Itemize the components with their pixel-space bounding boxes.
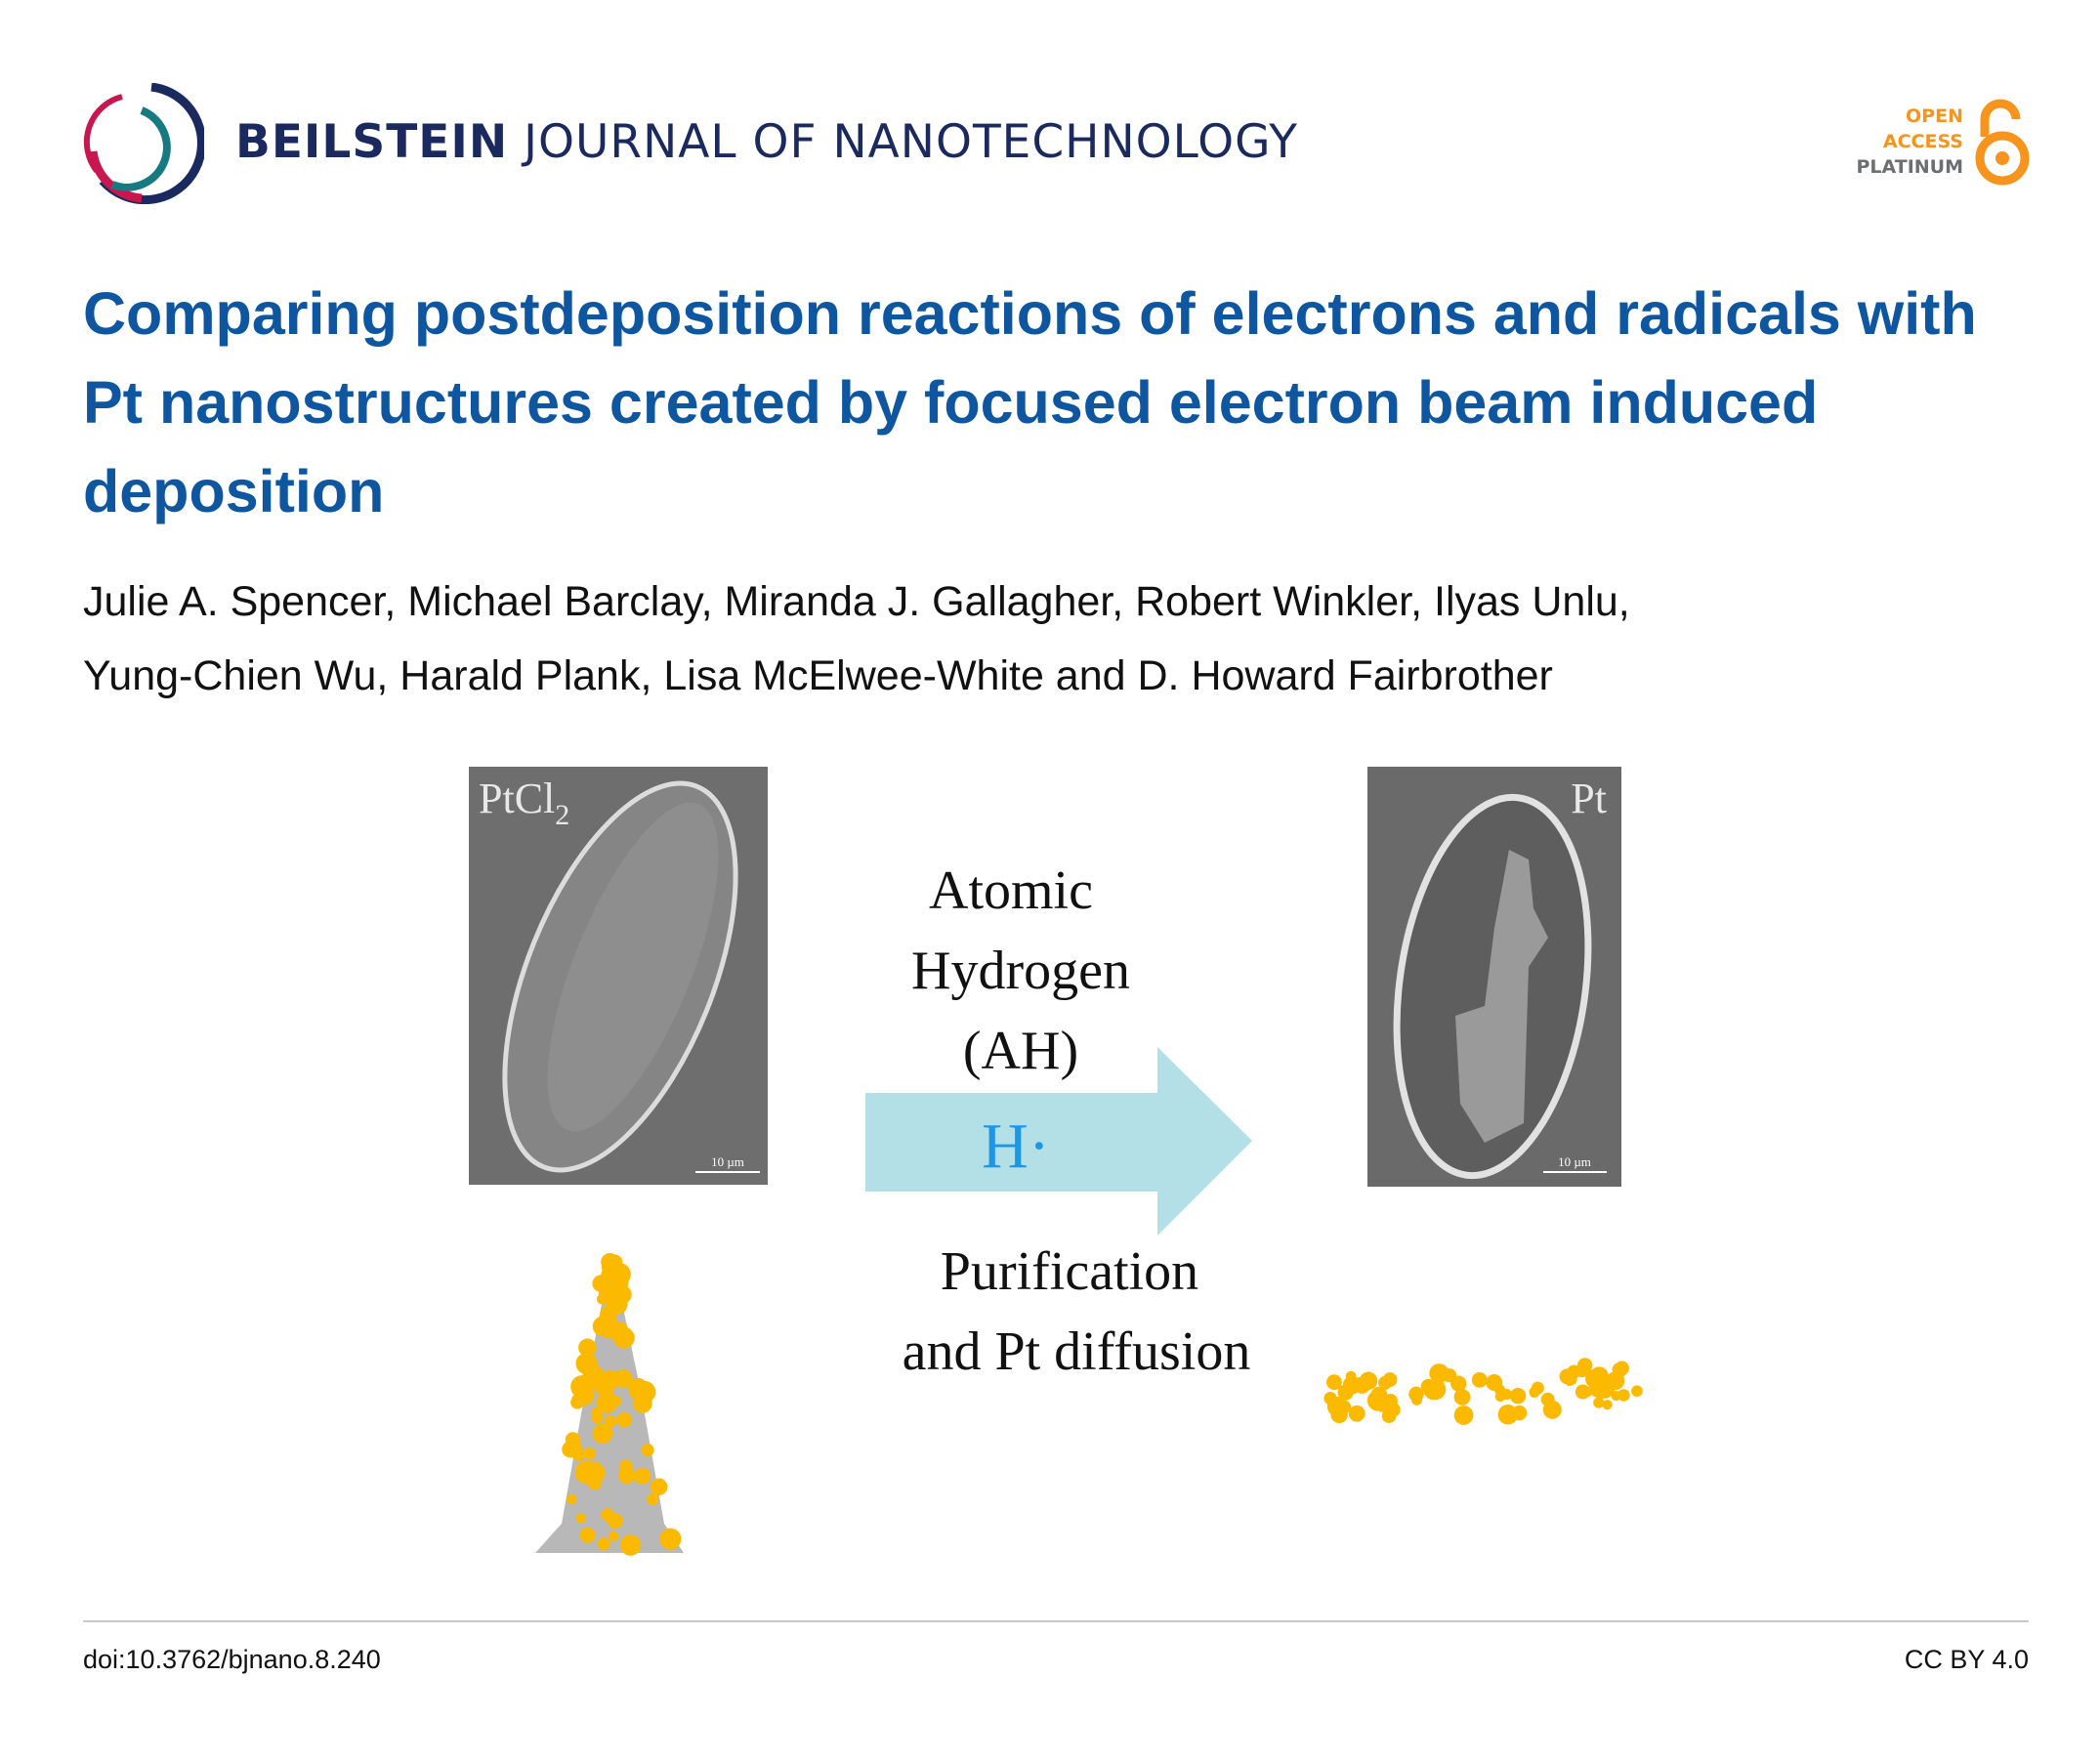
graphical-abstract: PtCl2 10 µm Pt 10 µm Atomic Hydrogen (AH… (469, 767, 1643, 1556)
hydrogen-radical-symbol: H· (982, 1110, 1050, 1182)
pt-particle (597, 1537, 610, 1551)
pt-particle (583, 1447, 596, 1460)
pt-particle (628, 1377, 649, 1399)
pt-particle (570, 1375, 594, 1399)
pt-particle (1340, 1383, 1355, 1398)
oa-line1: OPEN (1906, 105, 1963, 127)
arrow-text-line: Hydrogen (911, 941, 1130, 1001)
pt-particle (1509, 1388, 1527, 1404)
pt-particle (1575, 1384, 1591, 1400)
pt-particle (575, 1513, 587, 1524)
pt-particle (1615, 1361, 1629, 1376)
pt-particle (607, 1513, 623, 1530)
pt-particle (1602, 1400, 1613, 1410)
oa-line3: PLATINUM (1856, 156, 1963, 178)
below-text-line: and Pt diffusion (903, 1321, 1251, 1382)
journal-name: BEILSTEIN JOURNAL OF NANOTECHNOLOGY (235, 115, 1298, 169)
pt-particle (1593, 1397, 1605, 1408)
sem-image-ptcl2: PtCl2 10 µm (469, 767, 768, 1185)
pt-particle (1359, 1371, 1378, 1391)
pt-particle (1497, 1404, 1519, 1425)
deposit-cone (535, 1252, 684, 1556)
pt-particle (641, 1444, 654, 1457)
pt-particle (582, 1461, 606, 1485)
label-pt: Pt (1571, 775, 1607, 822)
pt-particle (612, 1284, 632, 1305)
authors-line: Yung-Chien Wu, Harald Plank, Lisa McElwe… (83, 652, 1553, 699)
pt-particle (650, 1478, 668, 1496)
pt-particle (608, 1530, 619, 1542)
open-access-badge: OPEN ACCESS PLATINUM (1836, 98, 2032, 190)
pt-particle (1531, 1381, 1544, 1395)
doi-text: doi:10.3762/bjnano.8.240 (83, 1645, 381, 1674)
oa-line2: ACCESS (1882, 131, 1963, 152)
scale-bar-left: 10 µm (711, 1154, 744, 1169)
pt-particle (591, 1406, 602, 1417)
below-text-line: Purification (941, 1241, 1198, 1302)
pt-particle (627, 1539, 641, 1552)
pt-particle (1375, 1399, 1389, 1412)
pt-particle (571, 1448, 585, 1462)
open-lock-icon (1975, 99, 2030, 186)
pt-particle (601, 1266, 617, 1283)
pt-particle (1453, 1389, 1471, 1405)
beilstein-logo-icon (83, 83, 204, 204)
pt-particle (1577, 1358, 1593, 1373)
pt-particle (592, 1316, 613, 1337)
pt-particle (1471, 1371, 1488, 1388)
pt-particle (612, 1326, 635, 1349)
arrow-text-line: Atomic (929, 860, 1093, 921)
pt-particle (1500, 1389, 1513, 1401)
pt-particle (579, 1527, 596, 1543)
pt-particle (592, 1423, 613, 1445)
pt-particle (1486, 1373, 1503, 1391)
authors-line: Julie A. Spencer, Michael Barclay, Miran… (83, 578, 1630, 625)
pt-particle (578, 1338, 597, 1357)
pt-particle (566, 1493, 577, 1505)
pt-particle (596, 1294, 607, 1305)
arrow-text-line: (AH) (963, 1021, 1078, 1081)
footer-divider (83, 1620, 2029, 1622)
author-list: Julie A. Spencer, Michael Barclay, Miran… (83, 565, 2017, 713)
pt-particle (1420, 1378, 1436, 1395)
pt-particle (634, 1467, 651, 1485)
license-text: CC BY 4.0 (1904, 1645, 2029, 1674)
pt-particle (1631, 1385, 1643, 1398)
pt-particle (607, 1254, 623, 1271)
article-title: Comparing postdeposition reactions of el… (83, 280, 1977, 524)
pt-particle (1595, 1377, 1609, 1390)
pt-particle (1617, 1389, 1630, 1402)
pt-particle (1382, 1372, 1398, 1388)
scale-bar-right: 10 µm (1558, 1154, 1591, 1169)
pt-particle (596, 1392, 618, 1414)
pt-particle (1429, 1363, 1449, 1384)
pt-particle (1450, 1375, 1467, 1392)
pt-particle (565, 1432, 581, 1447)
sem-image-pt: Pt 10 µm (1367, 767, 1621, 1187)
pt-particle (582, 1362, 602, 1382)
pt-particle (1410, 1394, 1423, 1405)
pt-particle (604, 1415, 617, 1428)
pt-particle (1328, 1378, 1340, 1391)
pt-particle (1542, 1400, 1562, 1419)
pt-particle (1348, 1404, 1365, 1422)
pt-particle (1385, 1402, 1401, 1417)
pt-particle (1566, 1373, 1577, 1386)
pt-particle (619, 1459, 633, 1474)
label-ptcl2: PtCl2 (479, 775, 569, 831)
pt-particle (616, 1411, 632, 1428)
pt-particle (1330, 1405, 1348, 1424)
pt-clusters (1323, 1358, 1643, 1425)
pt-particle (601, 1369, 621, 1390)
arrow-icon (865, 1047, 1252, 1236)
pt-particle (1453, 1405, 1474, 1425)
pt-particle (1323, 1391, 1337, 1405)
pt-particle (647, 1493, 659, 1506)
pt-particle (659, 1528, 682, 1550)
